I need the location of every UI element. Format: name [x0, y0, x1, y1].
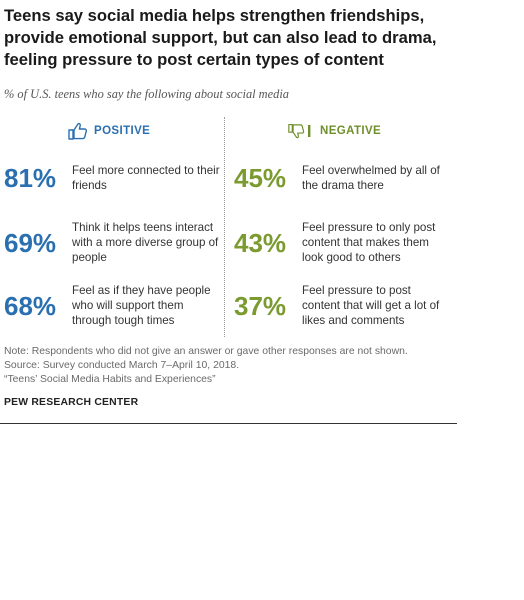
stat-value: 81% — [4, 163, 57, 193]
brand-logo-text: PEW RESEARCH CENTER — [4, 397, 139, 408]
stat-value: 69% — [4, 227, 57, 258]
column-divider — [224, 117, 225, 337]
footnotes: Note: Respondents who did not give an an… — [4, 345, 408, 387]
positive-header-label: POSITIVE — [94, 125, 151, 137]
stat-label: Feel as if they have people who will sup… — [72, 284, 211, 327]
chart-subtitle: % of U.S. teens who say the following ab… — [4, 87, 289, 101]
stat-value: 68% — [4, 290, 57, 321]
positive-stat-2: 69% Think it helps teens interact with a… — [4, 220, 222, 265]
source-text: Source: Survey conducted March 7–April 1… — [4, 360, 240, 371]
stat-value: 43% — [234, 227, 287, 258]
stat-label: Think it helps teens interact with a mor… — [72, 221, 219, 264]
stat-label: Feel pressure to only post content that … — [302, 221, 436, 264]
positive-stat-3: 68% Feel as if they have people who will… — [4, 283, 222, 328]
thumbs-down-icon — [288, 123, 311, 139]
negative-stat-2: 43% Feel pressure to only post content t… — [234, 220, 452, 265]
negative-header-label: NEGATIVE — [320, 125, 382, 137]
report-title: “Teens’ Social Media Habits and Experien… — [4, 374, 216, 385]
stat-label: Feel more connected to their friends — [72, 164, 220, 192]
negative-stat-1: 45% Feel overwhelmed by all of the drama… — [234, 163, 452, 193]
negative-stat-3: 37% Feel pressure to post content that w… — [234, 283, 452, 328]
positive-header: POSITIVE — [68, 120, 150, 142]
bottom-rule — [0, 423, 457, 424]
thumbs-up-icon — [68, 122, 88, 140]
stat-value: 45% — [234, 163, 287, 193]
note-text: Note: Respondents who did not give an an… — [4, 346, 408, 357]
stat-label: Feel pressure to post content that will … — [302, 284, 440, 327]
stat-value: 37% — [234, 290, 287, 321]
negative-header: NEGATIVE — [288, 120, 381, 142]
chart-title: Teens say social media helps strengthen … — [4, 6, 437, 69]
stat-label: Feel overwhelmed by all of the drama the… — [302, 164, 440, 192]
positive-stat-1: 81% Feel more connected to their friends — [4, 163, 222, 193]
